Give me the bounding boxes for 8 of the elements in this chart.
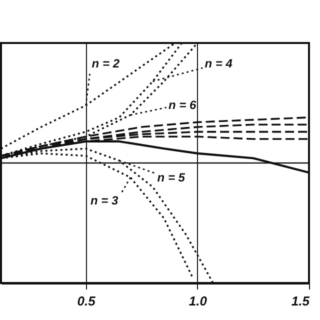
series-label: n = 3 [90, 193, 118, 208]
text: n = 4 [204, 56, 233, 70]
series-label: n = 2 [92, 56, 120, 70]
x-tick-label: 0.5 [77, 294, 96, 308]
x-tick-label: 1.5 [291, 294, 310, 308]
legend-label: n = 6 [168, 98, 196, 112]
series-label: n = 5 [157, 170, 186, 185]
x-tick-label: 1.0 [188, 294, 208, 308]
